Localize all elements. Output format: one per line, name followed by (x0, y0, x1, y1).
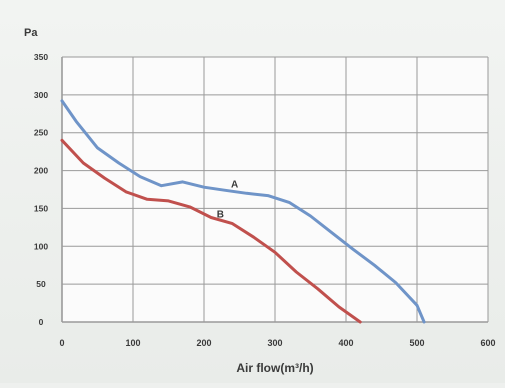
x-tick-label: 0 (59, 338, 64, 348)
series-labels: AB (217, 179, 238, 220)
y-tick-label: 200 (34, 166, 48, 176)
series-line-b (60, 138, 362, 324)
x-tick-label: 500 (409, 338, 424, 348)
series-line-a (60, 99, 426, 324)
x-axis-label: Air flow(m³/h) (236, 361, 313, 375)
series-label-a: A (231, 179, 238, 190)
x-tick-label: 300 (267, 338, 282, 348)
grid-lines (61, 56, 489, 323)
x-tick-label: 200 (196, 338, 211, 348)
series-group (60, 99, 426, 324)
y-tick-label: 300 (34, 90, 48, 100)
y-tick-label: 50 (36, 279, 46, 289)
y-tick-label: 350 (34, 52, 48, 62)
x-tick-label: 600 (480, 338, 495, 348)
y-tick-label: 100 (34, 241, 48, 251)
x-tick-label: 400 (338, 338, 353, 348)
tick-labels: 0 100 200 300 400 500 600 0 50 100 150 200 250 300 350 (34, 52, 496, 348)
y-tick-label: 150 (34, 203, 48, 213)
series-label-b: B (217, 210, 224, 221)
y-tick-label: 0 (39, 317, 44, 327)
y-tick-label: 250 (34, 128, 48, 138)
y-axis-label: Pa (24, 27, 38, 39)
x-tick-label: 100 (125, 338, 140, 348)
